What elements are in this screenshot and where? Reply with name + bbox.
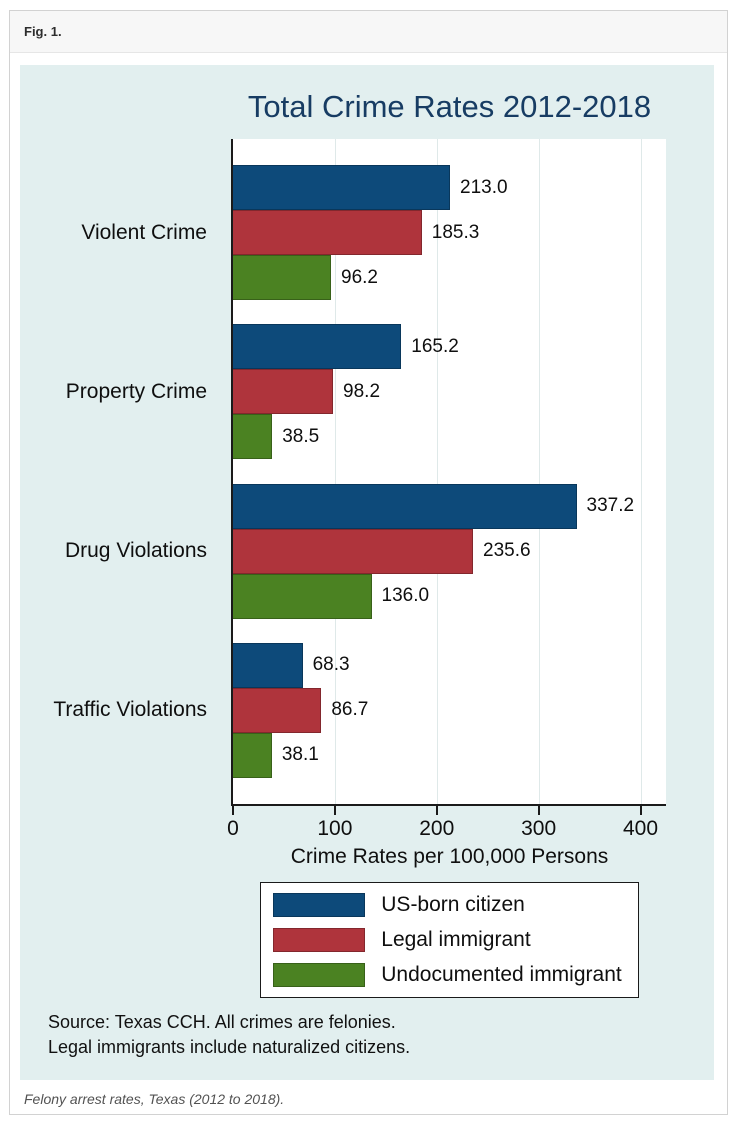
source-note-line: Legal immigrants include naturalized cit… xyxy=(48,1037,411,1057)
bar-group: 165.2 98.2 38.5 xyxy=(233,324,666,460)
gridline xyxy=(334,139,336,804)
x-tick-label: 400 xyxy=(622,817,659,840)
legend-swatch xyxy=(273,893,366,917)
bar-value-label: 38.5 xyxy=(282,425,320,447)
bar-value-label: 136.0 xyxy=(381,585,430,607)
x-tick xyxy=(232,806,234,815)
bar-value-label: 98.2 xyxy=(343,380,381,402)
bar xyxy=(233,528,474,574)
bar xyxy=(233,414,273,460)
gridline xyxy=(436,139,438,804)
figure-label: Fig. 1. xyxy=(24,24,62,39)
legend-swatch xyxy=(273,963,366,987)
x-tick-label: 200 xyxy=(419,817,455,840)
source-note-line: Source: Texas CCH. All crimes are feloni… xyxy=(48,1012,396,1032)
category-label: Violent Crime xyxy=(81,220,207,244)
bar-value-label: 235.6 xyxy=(483,540,531,562)
chart-title: Total Crime Rates 2012-2018 xyxy=(247,89,652,124)
bar-groups: 213.0 185.3 96.2 165.2 98.2 38.5 337.2 235.6 136… xyxy=(233,139,666,804)
x-tick-label: 0 xyxy=(227,817,239,840)
legend-row: Legal immigrant xyxy=(273,928,621,952)
bar-row: 68.3 xyxy=(233,642,666,688)
bar-group: 213.0 185.3 96.2 xyxy=(233,165,666,300)
bar-value-label: 165.2 xyxy=(411,335,459,357)
bar-row: 96.2 xyxy=(233,255,666,300)
bar-value-label: 337.2 xyxy=(586,495,635,517)
bar xyxy=(233,687,322,733)
bar xyxy=(233,324,402,370)
x-tick xyxy=(639,806,642,815)
category-label: Traffic Violations xyxy=(53,698,207,722)
bar-row: 38.1 xyxy=(233,732,666,778)
bar-row: 98.2 xyxy=(233,369,666,415)
x-tick-label: 300 xyxy=(521,817,557,840)
bar-row: 235.6 xyxy=(233,528,666,574)
bar-row: 185.3 xyxy=(233,210,666,255)
bar xyxy=(233,369,334,415)
bar-value-label: 96.2 xyxy=(341,266,378,288)
bar-group: 68.3 86.7 38.1 xyxy=(233,642,666,778)
bar-value-label: 38.1 xyxy=(281,744,319,766)
legend-swatch xyxy=(273,928,366,952)
category-label: Property Crime xyxy=(65,379,207,403)
gridline xyxy=(538,139,540,804)
source-notes: Source: Texas CCH. All crimes are feloni… xyxy=(48,1010,714,1060)
bar-group: 337.2 235.6 136.0 xyxy=(233,483,666,619)
bar-row: 86.7 xyxy=(233,687,666,733)
bar xyxy=(233,642,303,688)
figure-header: Fig. 1. xyxy=(10,11,727,53)
x-axis-ticks xyxy=(232,806,666,815)
bar xyxy=(233,483,577,529)
bar-row: 213.0 xyxy=(233,165,666,210)
x-axis-line xyxy=(230,803,666,806)
figure-caption: Felony arrest rates, Texas (2012 to 2018… xyxy=(24,1091,285,1107)
bar xyxy=(233,573,372,619)
bar xyxy=(233,732,272,778)
x-tick-label: 100 xyxy=(317,817,353,840)
legend-label: Legal immigrant xyxy=(381,928,531,951)
category-label: Drug Violations xyxy=(64,539,207,563)
bar-row: 337.2 xyxy=(233,483,666,529)
bar-value-label: 86.7 xyxy=(331,699,369,721)
x-tick xyxy=(537,806,540,815)
legend-row: Undocumented immigrant xyxy=(273,963,622,987)
bar-row: 165.2 xyxy=(233,324,666,370)
plot-area: Violent Crime Property Crime Drug Violatio… xyxy=(20,139,714,806)
bar xyxy=(233,255,331,300)
x-axis-tick-labels: 0 100 200 300 400 xyxy=(227,815,666,842)
category-axis: Violent Crime Property Crime Drug Violatio… xyxy=(20,139,233,804)
chart-panel: Total Crime Rates 2012-2018 Violent Crim… xyxy=(20,65,714,1080)
figure-frame: Fig. 1. Total Crime Rates 2012-2018 Viol… xyxy=(9,10,728,1115)
gridline xyxy=(640,139,642,804)
x-axis-title: Crime Rates per 100,000 Persons xyxy=(290,845,609,868)
legend-label: Undocumented immigrant xyxy=(381,963,622,986)
legend-label: US-born citizen xyxy=(381,893,525,916)
bar xyxy=(233,210,422,255)
legend-container: US-born citizen Legal immigrant Undocument… xyxy=(233,882,666,998)
x-tick xyxy=(435,806,438,815)
bar xyxy=(233,165,450,210)
bar-value-label: 213.0 xyxy=(460,176,508,198)
bar-value-label: 185.3 xyxy=(431,221,480,243)
legend-row: US-born citizen xyxy=(273,893,621,917)
bar-value-label: 68.3 xyxy=(312,654,350,676)
x-tick xyxy=(333,806,336,815)
bar-row: 38.5 xyxy=(233,414,666,460)
legend: US-born citizen Legal immigrant Undocument… xyxy=(260,882,639,998)
bar-row: 136.0 xyxy=(233,573,666,619)
y-axis-line xyxy=(230,139,233,806)
